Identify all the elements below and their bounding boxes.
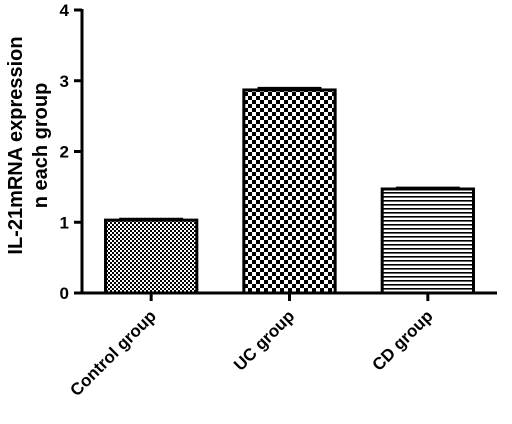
bar-3 xyxy=(380,187,475,295)
y-axis: 0 1 2 3 4 xyxy=(60,1,84,303)
y-axis-title-line-2: n each group xyxy=(30,83,52,209)
category-label-2: UC group xyxy=(230,306,298,374)
category-label-3: CD group xyxy=(368,306,436,374)
bars xyxy=(104,86,475,295)
bar-1 xyxy=(104,218,199,295)
category-label-1: Control group xyxy=(66,306,160,400)
y-tick-label-3: 3 xyxy=(60,72,69,91)
y-axis-title-line-1: IL-21mRNA expression xyxy=(5,36,27,254)
y-tick-label-4: 4 xyxy=(60,1,70,20)
category-labels: Control group UC group CD group xyxy=(66,306,436,400)
y-axis-title: IL-21mRNA expression n each group xyxy=(5,36,52,254)
y-tick-label-2: 2 xyxy=(60,143,69,162)
y-tick-label-0: 0 xyxy=(60,284,69,303)
y-tick-label-1: 1 xyxy=(60,213,69,232)
bar-2 xyxy=(242,88,337,295)
